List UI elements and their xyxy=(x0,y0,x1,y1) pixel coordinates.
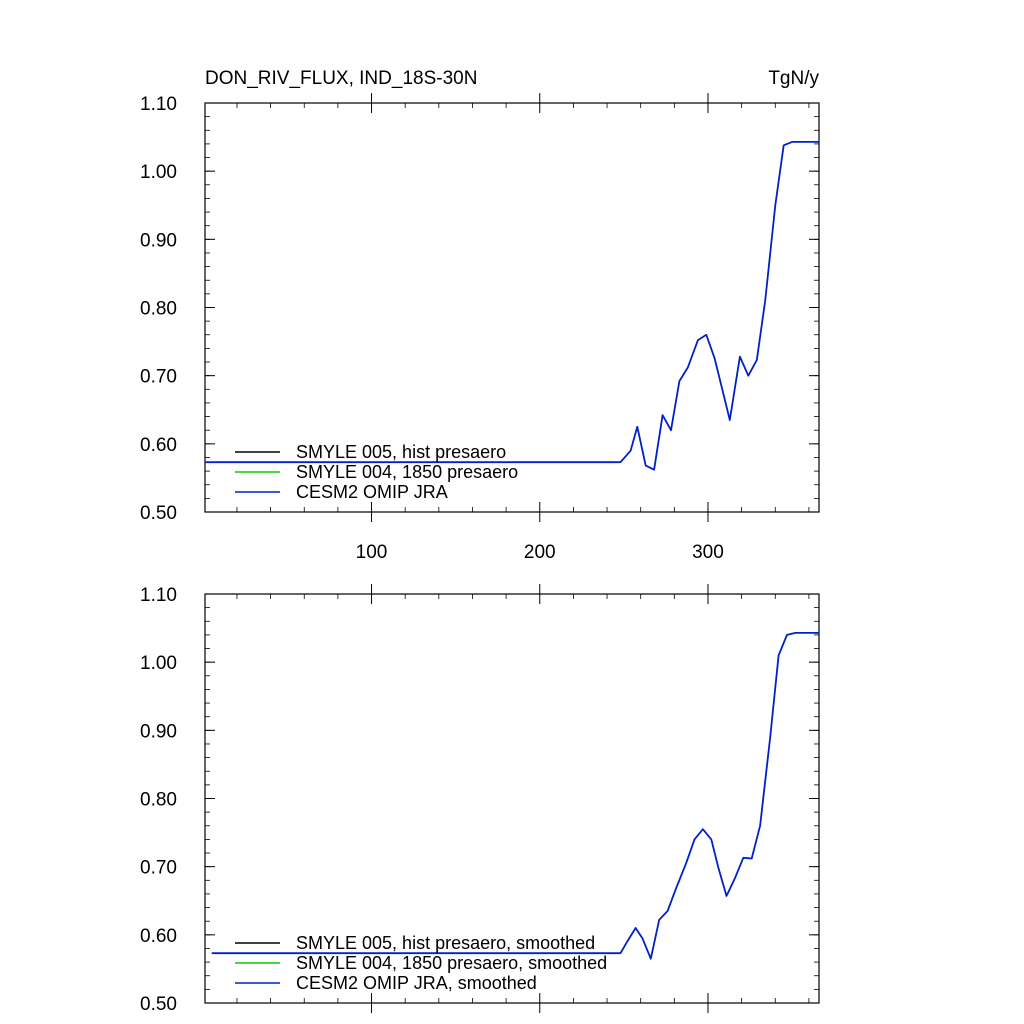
y-tick-label: 0.60 xyxy=(140,435,177,456)
y-tick-label: 0.70 xyxy=(140,367,177,388)
legend: SMYLE 005, hist presaero, smoothed SMYLE… xyxy=(235,933,607,993)
legend-entry-cesm2-omip: CESM2 OMIP JRA xyxy=(296,482,448,502)
chart-title: DON_RIV_FLUX, IND_18S-30N xyxy=(205,68,477,89)
y-tick-label: 0.50 xyxy=(140,503,177,524)
axis-ticks: 0.50 0.60 0.70 0.80 0.90 1.00 1.10 xyxy=(140,584,819,1015)
y-tick-label: 1.00 xyxy=(140,162,177,183)
y-tick-label: 0.80 xyxy=(140,299,177,320)
axis-ticks: 0.50 0.60 0.70 0.80 0.90 1.00 1.10 100 200 300 xyxy=(140,93,819,563)
y-tick-label: 0.80 xyxy=(140,790,177,811)
y-tick-label: 1.00 xyxy=(140,653,177,674)
y-tick-label: 0.90 xyxy=(140,230,177,251)
bottom-panel: 0.50 0.60 0.70 0.80 0.90 1.00 1.10 SMYLE 005, … xyxy=(140,584,820,1015)
x-tick-label: 200 xyxy=(524,542,556,563)
legend-entry-smyle-004-smoothed: SMYLE 004, 1850 presaero, smoothed xyxy=(296,953,607,973)
y-tick-label: 0.50 xyxy=(140,994,177,1015)
series-lines xyxy=(205,140,819,471)
y-tick-label: 0.90 xyxy=(140,721,177,742)
legend-entry-smyle-005: SMYLE 005, hist presaero xyxy=(296,442,506,462)
series-line xyxy=(205,140,819,471)
units-label: TgN/y xyxy=(768,68,819,89)
y-tick-label: 0.60 xyxy=(140,926,177,947)
x-tick-label: 100 xyxy=(356,542,388,563)
y-tick-label: 0.70 xyxy=(140,858,177,879)
top-panel: DON_RIV_FLUX, IND_18S-30N TgN/y 0.50 0.60… xyxy=(140,68,820,563)
legend-entry-cesm2-omip-smoothed: CESM2 OMIP JRA, smoothed xyxy=(296,973,537,993)
y-tick-label: 1.10 xyxy=(140,94,177,115)
x-tick-label: 300 xyxy=(692,542,724,563)
legend-entry-smyle-004: SMYLE 004, 1850 presaero xyxy=(296,462,518,482)
series-lines xyxy=(211,632,819,960)
y-tick-label: 1.10 xyxy=(140,585,177,606)
legend: SMYLE 005, hist presaero SMYLE 004, 1850… xyxy=(235,442,518,502)
series-line xyxy=(211,632,819,960)
legend-entry-smyle-005-smoothed: SMYLE 005, hist presaero, smoothed xyxy=(296,933,595,953)
